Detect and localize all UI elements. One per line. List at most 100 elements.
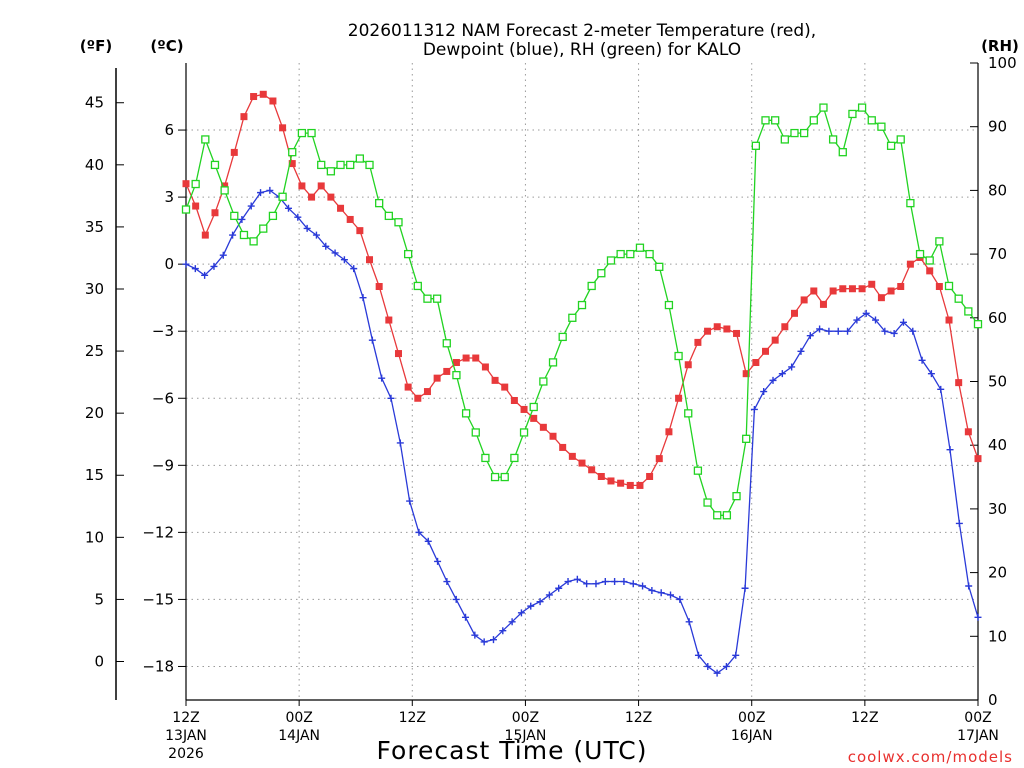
c-tick-label: 6 [164, 121, 174, 139]
dewpoint-point [396, 439, 404, 447]
dewpoint-point [918, 356, 926, 364]
rh-point [838, 148, 847, 157]
celsius-unit-label: (ºC) [150, 37, 183, 55]
temp-point [221, 182, 229, 190]
temp-point [694, 338, 702, 346]
x-axis-label: Forecast Time (UTC) [377, 736, 648, 765]
rh-tick-label: 10 [988, 627, 1007, 645]
dewpoint-point [685, 618, 693, 626]
temp-point [559, 443, 567, 451]
dewpoint-point [927, 370, 935, 378]
rh-tick-label: 100 [988, 54, 1017, 72]
c-tick-label: −9 [152, 456, 174, 474]
rh-point [384, 211, 393, 221]
dewpoint-point [415, 528, 423, 536]
dewpoint-point [881, 327, 889, 335]
x-tick-label: 00Z [964, 710, 991, 726]
temp-point [317, 182, 325, 190]
dewpoint-point [657, 589, 665, 597]
temp-point [423, 388, 431, 396]
dewpoint-point [853, 316, 861, 324]
temp-point [443, 367, 451, 375]
dewpoint-point [564, 578, 572, 586]
temp-point [269, 97, 277, 105]
dewpoint-point [434, 557, 442, 565]
dewpoint-point [489, 636, 497, 644]
temp-point [800, 296, 808, 304]
dewpoint-point [424, 537, 432, 545]
dewpoint-point [191, 265, 199, 273]
rh-point [336, 160, 345, 170]
rh-point [819, 103, 828, 112]
rh-point [886, 141, 896, 150]
dewpoint-point [294, 213, 302, 221]
temp-point [974, 455, 982, 463]
rh-point [828, 135, 838, 144]
dewpoint-point [573, 575, 581, 583]
c-tick-label: −3 [152, 322, 174, 340]
temp-point [211, 209, 219, 217]
temp-point [288, 160, 296, 168]
rh-point [375, 198, 384, 208]
rh-point [510, 453, 519, 463]
f-tick-label: 35 [85, 218, 104, 236]
c-tick-label: −6 [152, 389, 174, 407]
dewpoint-point [629, 580, 637, 588]
temp-point [733, 329, 741, 337]
rh-point [432, 294, 442, 303]
dewpoint-point [210, 262, 218, 270]
dewpoint-point [713, 669, 721, 677]
rh-point [220, 186, 229, 195]
rh-tick-label: 30 [988, 500, 1007, 518]
rh-point [867, 116, 876, 125]
credit-text: coolwx.com/models [848, 748, 1013, 766]
rh-point [452, 370, 461, 380]
rh-point [616, 249, 625, 259]
dewpoint-point [527, 602, 535, 610]
temp-point [945, 316, 953, 324]
rh-point [684, 409, 693, 418]
dewpoint-point [331, 249, 339, 257]
dewpoint-point [443, 578, 451, 586]
rh-point [355, 154, 365, 163]
temp-point [655, 455, 663, 463]
temp-point [617, 479, 625, 487]
rh-point [790, 128, 799, 138]
f-tick-label: 25 [85, 342, 104, 360]
dewpoint-point [611, 578, 619, 586]
temp-point [675, 394, 683, 402]
rh-point [722, 511, 732, 520]
rh-point [732, 492, 741, 501]
temp-point [337, 204, 345, 212]
rh-point [191, 179, 200, 189]
temp-point [192, 202, 200, 210]
dewpoint-point [182, 260, 190, 268]
rh-point [548, 358, 558, 367]
dewpoint-point [536, 598, 544, 606]
dewpoint-point [247, 202, 255, 210]
rh-point [742, 434, 751, 443]
rh-point [394, 218, 403, 227]
rh-point [403, 249, 413, 259]
rh-tick-label: 20 [988, 564, 1007, 582]
rh-point [626, 249, 635, 259]
rh-point [317, 160, 326, 170]
dewpoint-point [378, 374, 386, 382]
dewpoint-point [741, 584, 749, 592]
temp-point [259, 90, 267, 98]
dewpoint-point [676, 595, 684, 603]
rh-tick-label: 80 [988, 181, 1007, 199]
rh-point [799, 128, 809, 138]
x-tick-label: 12Z [172, 710, 199, 726]
dewpoint-point [750, 405, 758, 413]
f-tick-label: 5 [94, 590, 104, 608]
f-tick-label: 30 [85, 280, 104, 298]
temp-point [578, 459, 586, 467]
rh-tick-label: 60 [988, 309, 1007, 327]
rh-line [185, 106, 979, 516]
rh-tick-label: 70 [988, 245, 1007, 263]
rh-point [973, 320, 983, 329]
rh-tick-label: 90 [988, 118, 1007, 136]
temp-point [597, 472, 605, 480]
dewpoint-point [620, 578, 628, 586]
